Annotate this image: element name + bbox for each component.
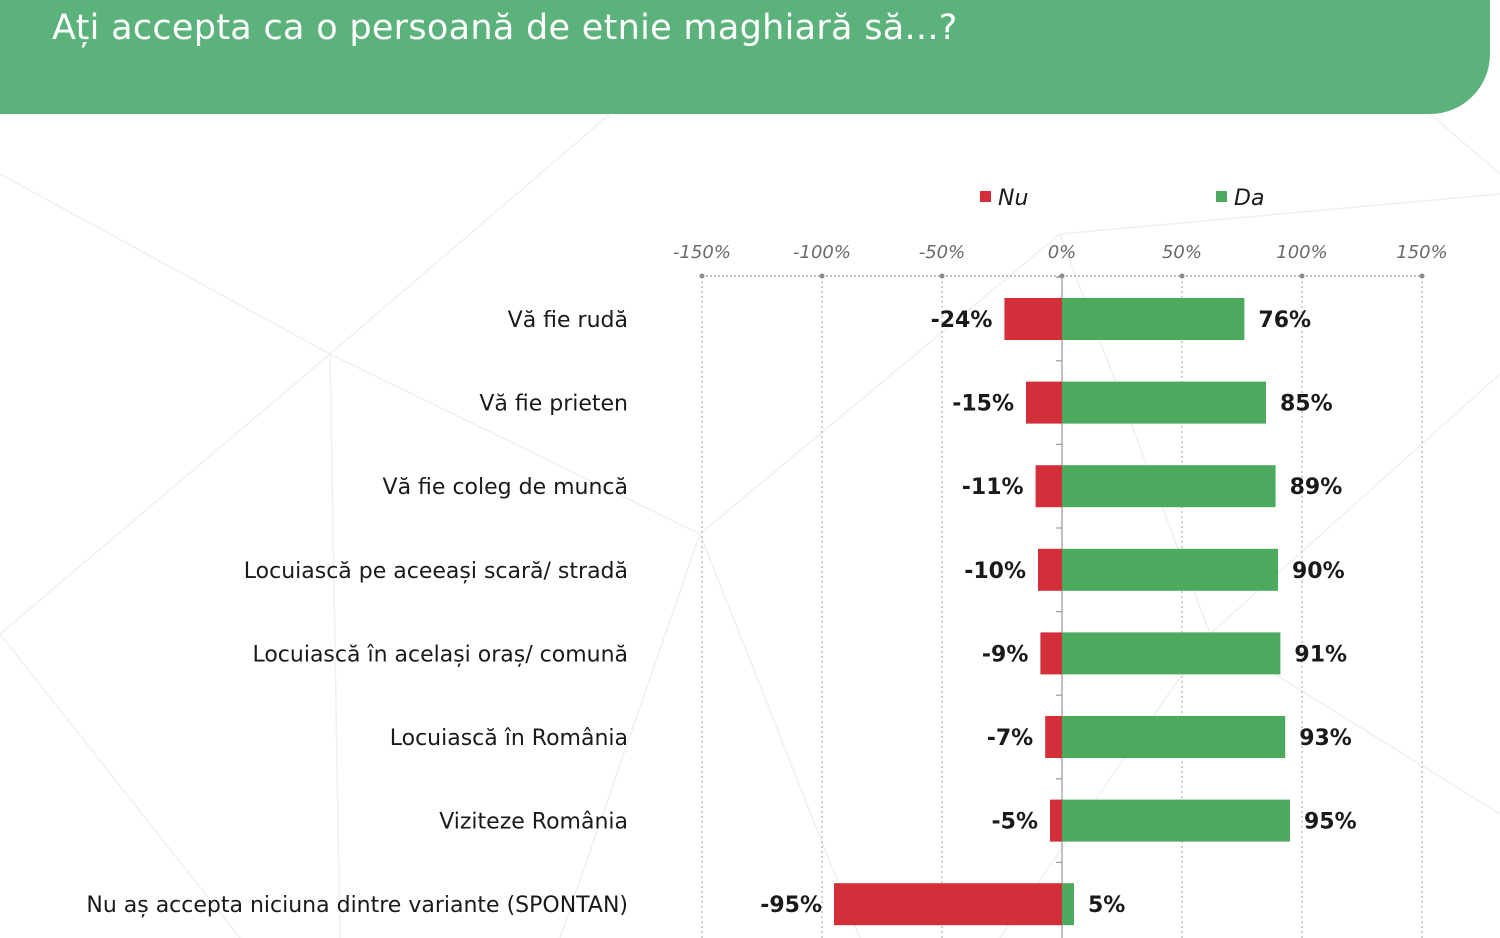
category-label: Locuiască pe aceeași scară/ stradă bbox=[244, 559, 628, 584]
bar-nu bbox=[834, 883, 1062, 926]
bar-nu bbox=[1026, 381, 1062, 424]
value-label-nu: -5% bbox=[992, 810, 1038, 835]
value-label-da: 90% bbox=[1292, 559, 1345, 584]
bar-da bbox=[1062, 632, 1281, 675]
value-label-da: 89% bbox=[1290, 475, 1343, 500]
x-tick-mark bbox=[1179, 273, 1185, 279]
bar-da bbox=[1062, 716, 1286, 758]
bar-nu bbox=[1050, 799, 1062, 842]
x-tick-mark bbox=[699, 273, 705, 279]
bar-nu bbox=[1035, 465, 1062, 508]
bar-nu bbox=[1038, 548, 1062, 591]
bar-da bbox=[1062, 465, 1276, 508]
category-label: Nu aș accepta niciuna dintre variante (S… bbox=[86, 893, 628, 918]
x-tick-mark bbox=[819, 273, 825, 279]
legend-swatch-nu bbox=[980, 191, 991, 202]
value-label-da: 95% bbox=[1304, 810, 1357, 835]
value-label-nu: -24% bbox=[931, 308, 993, 333]
value-label-nu: -7% bbox=[987, 726, 1033, 751]
value-label-da: 76% bbox=[1258, 308, 1311, 333]
value-label-nu: -15% bbox=[952, 392, 1014, 417]
category-label: Vă fie coleg de muncă bbox=[383, 475, 628, 500]
x-tick-label: -150% bbox=[673, 242, 731, 263]
value-label-da: 5% bbox=[1088, 893, 1125, 918]
header-banner: Ați accepta ca o persoană de etnie maghi… bbox=[0, 0, 1490, 114]
page-title: Ați accepta ca o persoană de etnie maghi… bbox=[52, 8, 958, 48]
bar-da bbox=[1062, 799, 1290, 842]
legend-label-da: Da bbox=[1234, 186, 1264, 211]
value-label-nu: -9% bbox=[982, 642, 1028, 667]
bar-da bbox=[1062, 548, 1278, 591]
value-label-da: 85% bbox=[1280, 392, 1333, 417]
x-tick-mark bbox=[939, 273, 945, 279]
x-tick-mark bbox=[1419, 273, 1425, 279]
category-label: Locuiască în același oraș/ comună bbox=[252, 642, 628, 667]
category-label: Locuiască în România bbox=[390, 726, 628, 751]
bar-da bbox=[1062, 298, 1245, 340]
legend-label-nu: Nu bbox=[998, 186, 1028, 211]
bar-nu bbox=[1040, 632, 1062, 675]
legend-swatch-da bbox=[1216, 191, 1227, 202]
x-tick-label: 100% bbox=[1276, 242, 1327, 263]
value-label-nu: -10% bbox=[964, 559, 1026, 584]
value-label-da: 93% bbox=[1299, 726, 1352, 751]
x-tick-label: 50% bbox=[1162, 242, 1202, 263]
x-tick-label: -50% bbox=[919, 242, 966, 263]
value-label-da: 91% bbox=[1294, 642, 1347, 667]
category-label: Viziteze România bbox=[439, 810, 628, 835]
bar-nu bbox=[1004, 298, 1062, 340]
category-label: Vă fie rudă bbox=[508, 308, 628, 333]
value-label-nu: -11% bbox=[962, 475, 1024, 500]
x-tick-label: -100% bbox=[793, 242, 851, 263]
bar-da bbox=[1062, 381, 1266, 424]
x-tick-label: 0% bbox=[1048, 242, 1077, 263]
value-label-nu: -95% bbox=[760, 893, 822, 918]
category-label: Vă fie prieten bbox=[479, 392, 628, 417]
bar-nu bbox=[1045, 716, 1062, 758]
x-tick-mark bbox=[1299, 273, 1305, 279]
bar-da bbox=[1062, 883, 1074, 926]
x-tick-label: 150% bbox=[1396, 242, 1447, 263]
